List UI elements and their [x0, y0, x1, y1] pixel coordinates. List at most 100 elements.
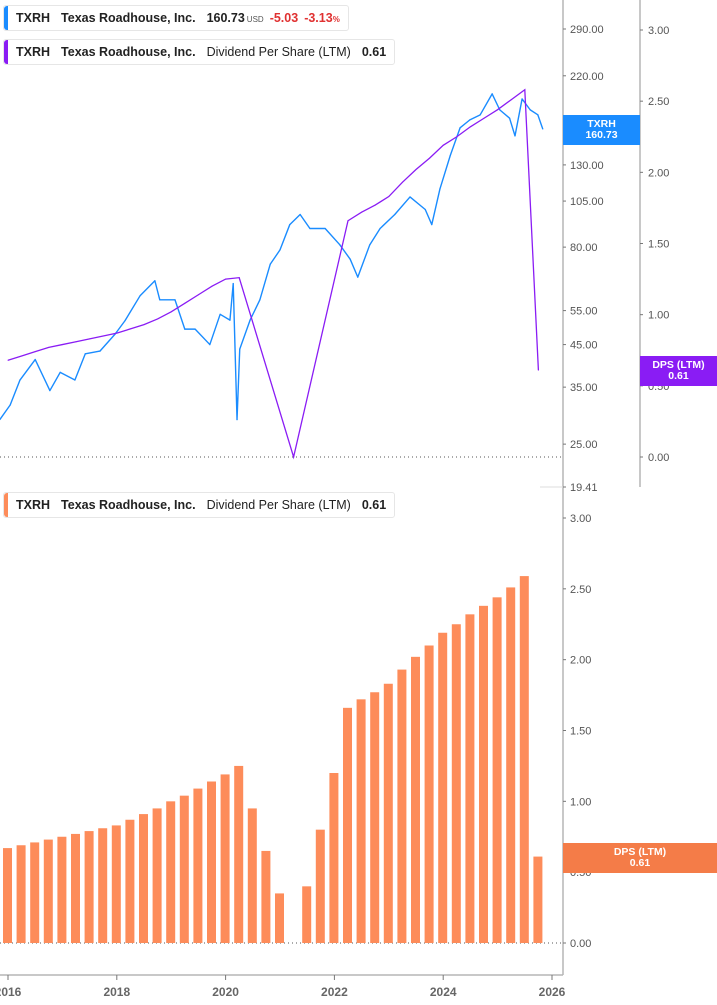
price-point — [409, 196, 411, 198]
series-marker — [4, 40, 8, 64]
price-point — [491, 93, 493, 95]
bar-axis-tick-label: 2.00 — [570, 655, 591, 667]
legend-price-value: 160.73 — [206, 11, 245, 25]
legend-change-pct: -3.13% — [304, 11, 340, 25]
dps-bar — [315, 829, 325, 943]
dps-point — [129, 328, 131, 330]
price-tag-value: 160.73 — [585, 129, 618, 141]
dps-bar — [3, 848, 12, 943]
change-pct-value: -3.13 — [304, 11, 333, 25]
dps-bar — [220, 774, 230, 943]
price-point — [514, 135, 516, 137]
dps-point — [61, 344, 63, 346]
dps-point — [442, 144, 444, 146]
dps-point — [537, 369, 539, 371]
price-point — [529, 109, 531, 111]
price-point — [249, 319, 251, 321]
dps-point — [456, 136, 458, 138]
legend-dps-top[interactable]: TXRH Texas Roadhouse, Inc. Dividend Per … — [3, 39, 396, 65]
price-tick-label: 105.00 — [570, 196, 604, 208]
price-point — [209, 343, 211, 346]
price-point — [379, 227, 381, 230]
price-point — [279, 249, 281, 251]
price-tick-label: 80.00 — [570, 242, 598, 254]
dps-point — [225, 278, 227, 280]
price-point — [521, 98, 523, 100]
x-tick-label: 2016 — [0, 985, 22, 999]
x-tick-label: 2024 — [430, 985, 457, 999]
dps-bar — [57, 836, 67, 943]
legend-symbol: TXRH — [16, 498, 51, 512]
dps-bar — [247, 808, 257, 943]
price-point — [299, 213, 301, 216]
price-point — [194, 328, 196, 330]
price-point — [394, 213, 396, 216]
dps-bar — [451, 624, 461, 943]
dps-bar — [329, 773, 339, 943]
price-point — [139, 294, 141, 297]
dps-top-tag: DPS (LTM) 0.61 — [640, 356, 717, 386]
dps-bar — [506, 587, 516, 943]
price-point — [479, 114, 481, 116]
dps-bar — [111, 825, 121, 943]
dps-point — [483, 117, 485, 119]
price-point — [508, 117, 511, 119]
legend-metric: Dividend Per Share (LTM) — [206, 45, 351, 59]
price-point — [236, 418, 238, 421]
x-tick-label: 2026 — [539, 985, 566, 999]
dps-point — [347, 220, 349, 222]
dps-bar — [397, 669, 407, 943]
price-point — [154, 280, 156, 282]
dps-point — [469, 126, 471, 128]
series-marker — [4, 6, 8, 30]
dps-point — [7, 359, 9, 361]
x-tick-label: 2018 — [103, 985, 130, 999]
price-point — [59, 371, 61, 373]
dps-bar — [193, 788, 203, 943]
bar-axis-tick-label: 3.00 — [570, 513, 591, 525]
dps-point — [75, 341, 77, 343]
price-tick-label: 290.00 — [570, 24, 604, 36]
dps-point — [48, 346, 50, 348]
dps-point — [197, 294, 199, 296]
dps-point — [34, 351, 36, 353]
dps-point — [510, 99, 512, 101]
dps-point — [497, 109, 499, 111]
dps-bar — [139, 814, 148, 943]
dps-point — [238, 277, 240, 279]
price-point — [449, 154, 451, 157]
dps-tick-label: 2.00 — [648, 167, 669, 179]
price-point — [309, 227, 311, 230]
price-point — [84, 353, 86, 355]
dps-bar — [43, 839, 53, 943]
price-point — [339, 244, 341, 246]
price-point — [19, 379, 21, 381]
dps-bar — [152, 808, 162, 943]
bar-axis-tick-label: 2.50 — [570, 584, 591, 596]
legend-price[interactable]: TXRH Texas Roadhouse, Inc. 160.73 USD -5… — [3, 5, 349, 31]
price-tick-label: 130.00 — [570, 160, 604, 172]
pct-sign: % — [332, 15, 340, 24]
legend-company: Texas Roadhouse, Inc. — [61, 45, 196, 59]
price-point — [159, 299, 161, 301]
dps-tag-label: DPS (LTM) — [613, 846, 667, 858]
dps-bar — [84, 831, 94, 943]
price-point — [239, 348, 241, 350]
dps-bar — [30, 842, 40, 943]
dps-point — [211, 285, 213, 287]
price-point — [369, 244, 371, 246]
price-point — [431, 223, 433, 226]
price-point — [259, 299, 261, 301]
price-point — [349, 258, 351, 260]
dps-tag-label: DPS (LTM) — [652, 359, 705, 371]
dps-bar — [125, 819, 135, 943]
legend-dps-bottom[interactable]: TXRH Texas Roadhouse, Inc. Dividend Per … — [3, 492, 396, 518]
dps-point — [361, 211, 363, 213]
dps-point — [21, 355, 23, 357]
dps-bar — [275, 893, 284, 943]
dps-bar — [16, 845, 26, 943]
dps-bar — [343, 707, 352, 943]
dps-point — [89, 338, 91, 340]
price-line — [0, 93, 544, 421]
